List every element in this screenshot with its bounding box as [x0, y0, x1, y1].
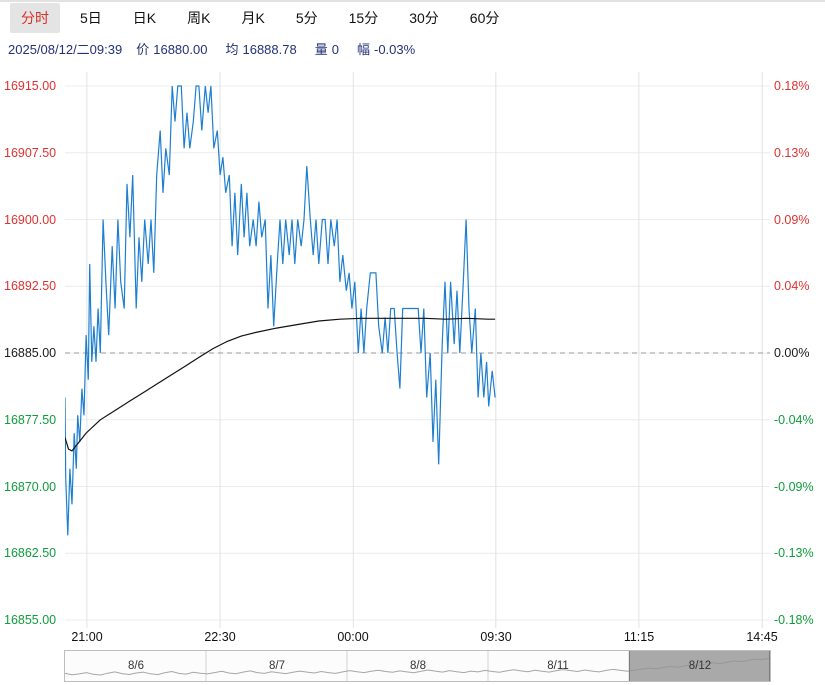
tab-30min[interactable]: 30分	[409, 10, 439, 26]
tab-5min[interactable]: 5分	[295, 10, 318, 26]
price-axis-label: 16855.00	[4, 613, 57, 627]
price-value: 16880.00	[153, 41, 208, 57]
price-readout: 价 16880.00	[136, 39, 211, 58]
percent-axis-label: -0.04%	[774, 413, 814, 427]
tab-60min[interactable]: 60分	[469, 10, 500, 26]
date-navigator[interactable]: 8/6 8/7 8/8 8/11 8/12	[64, 650, 771, 682]
navigator-date-label[interactable]: 8/6	[128, 660, 144, 672]
navigator-date-label[interactable]: 8/11	[547, 660, 569, 672]
tab-weekly-k[interactable]: 周K	[187, 10, 211, 26]
average-label: 均	[225, 41, 239, 57]
percent-axis-label: -0.18%	[774, 613, 814, 627]
percent-axis-label: -0.13%	[774, 546, 814, 560]
percent-axis-label: 0.13%	[774, 146, 810, 160]
price-axis-label: 16885.00	[4, 346, 57, 360]
tab-monthly-k[interactable]: 月K	[241, 10, 265, 26]
price-axis-label: 16862.50	[4, 546, 57, 560]
price-axis-label: 16907.50	[4, 146, 57, 160]
average-line	[64, 317, 496, 452]
time-axis-label: 11:15	[623, 630, 655, 644]
volume-value: 0	[331, 41, 339, 57]
price-axis-label: 16877.50	[4, 413, 57, 427]
price-axis-label: 16892.50	[4, 279, 57, 293]
price-axis: 16915.00 16907.50 16900.00 16892.50 16885.00…	[0, 62, 64, 628]
time-axis-label: 22:30	[204, 630, 236, 644]
tab-15min[interactable]: 15分	[348, 10, 379, 26]
time-axis-label: 00:00	[337, 630, 369, 644]
volume-label: 量	[314, 41, 328, 57]
navigator-date-label[interactable]: 8/12	[688, 660, 712, 672]
chart-canvas[interactable]	[64, 62, 770, 628]
change-readout: 幅 -0.03%	[357, 39, 419, 58]
time-axis-label: 21:00	[71, 630, 103, 644]
navigator-selection[interactable]	[629, 651, 770, 681]
price-axis-label: 16900.00	[4, 213, 57, 227]
percent-axis-label: 0.00%	[774, 346, 810, 360]
percent-axis-label: 0.09%	[774, 213, 810, 227]
tab-daily-k[interactable]: 日K	[132, 10, 157, 26]
change-label: 幅	[356, 41, 370, 57]
intraday-chart[interactable]: 16915.00 16907.50 16900.00 16892.50 16885.00…	[0, 62, 825, 628]
percent-axis-label: 0.18%	[774, 79, 810, 93]
quote-datetime: 2025/08/12/二09:39	[8, 41, 123, 57]
navigator-date-label[interactable]: 8/8	[410, 660, 426, 672]
price-axis-label: 16870.00	[4, 480, 57, 494]
period-toolbar: 分时 5日 日K 周K 月K 5分 15分 30分 60分	[0, 0, 825, 34]
average-readout: 均 16888.78	[225, 39, 300, 58]
percent-axis-label: -0.09%	[774, 480, 814, 494]
average-value: 16888.78	[242, 41, 297, 57]
tab-5day[interactable]: 5日	[80, 10, 102, 26]
navigator-date-label[interactable]: 8/7	[269, 660, 285, 672]
percent-axis: 0.18% 0.13% 0.09% 0.04% 0.00% -0.04% -0.09% -0.…	[771, 62, 825, 628]
plot-area[interactable]	[64, 62, 770, 628]
price-line	[64, 85, 496, 536]
tab-intraday[interactable]: 分时	[10, 3, 60, 33]
time-axis: 21:00 22:30 00:00 09:30 11:15 14:45	[65, 628, 777, 646]
price-label: 价	[136, 41, 150, 57]
percent-axis-label: 0.04%	[774, 279, 810, 293]
change-value: -0.03%	[373, 41, 416, 57]
price-axis-label: 16915.00	[4, 79, 57, 93]
time-axis-label: 09:30	[480, 630, 512, 644]
time-axis-label: 14:45	[746, 630, 778, 644]
